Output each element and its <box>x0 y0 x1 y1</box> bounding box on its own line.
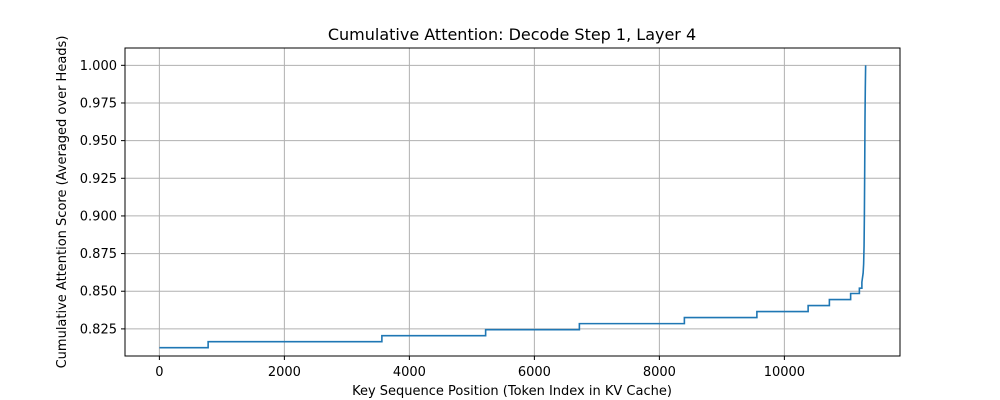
y-tick-label: 0.950 <box>80 134 117 149</box>
y-axis-label: Cumulative Attention Score (Averaged ove… <box>55 36 70 369</box>
x-tick-label: 6000 <box>518 365 551 380</box>
grid-lines <box>125 48 900 356</box>
y-tick-label: 0.875 <box>80 247 117 262</box>
x-tick-label: 8000 <box>643 365 676 380</box>
y-tick-label: 0.850 <box>80 285 117 300</box>
x-axis-label: Key Sequence Position (Token Index in KV… <box>352 384 672 399</box>
y-tick-label: 0.825 <box>80 322 117 337</box>
y-tick-label: 0.925 <box>80 172 117 187</box>
y-tick-label: 1.000 <box>80 59 117 74</box>
plot-frame <box>124 47 901 357</box>
x-tick-label: 0 <box>155 365 163 380</box>
chart-title: Cumulative Attention: Decode Step 1, Lay… <box>328 25 696 44</box>
x-tick-label: 2000 <box>268 365 301 380</box>
series-line <box>159 65 867 349</box>
y-tick-label: 0.975 <box>80 96 117 111</box>
x-axis-ticks: 0 2000 4000 6000 8000 10000 <box>155 356 805 380</box>
y-axis-ticks: 0.825 0.850 0.875 0.900 0.925 0.950 0.975 1.000 <box>80 59 125 337</box>
y-tick-label: 0.900 <box>80 209 117 224</box>
data-series <box>159 65 867 349</box>
x-tick-label: 4000 <box>393 365 426 380</box>
x-tick-label: 10000 <box>764 365 805 380</box>
